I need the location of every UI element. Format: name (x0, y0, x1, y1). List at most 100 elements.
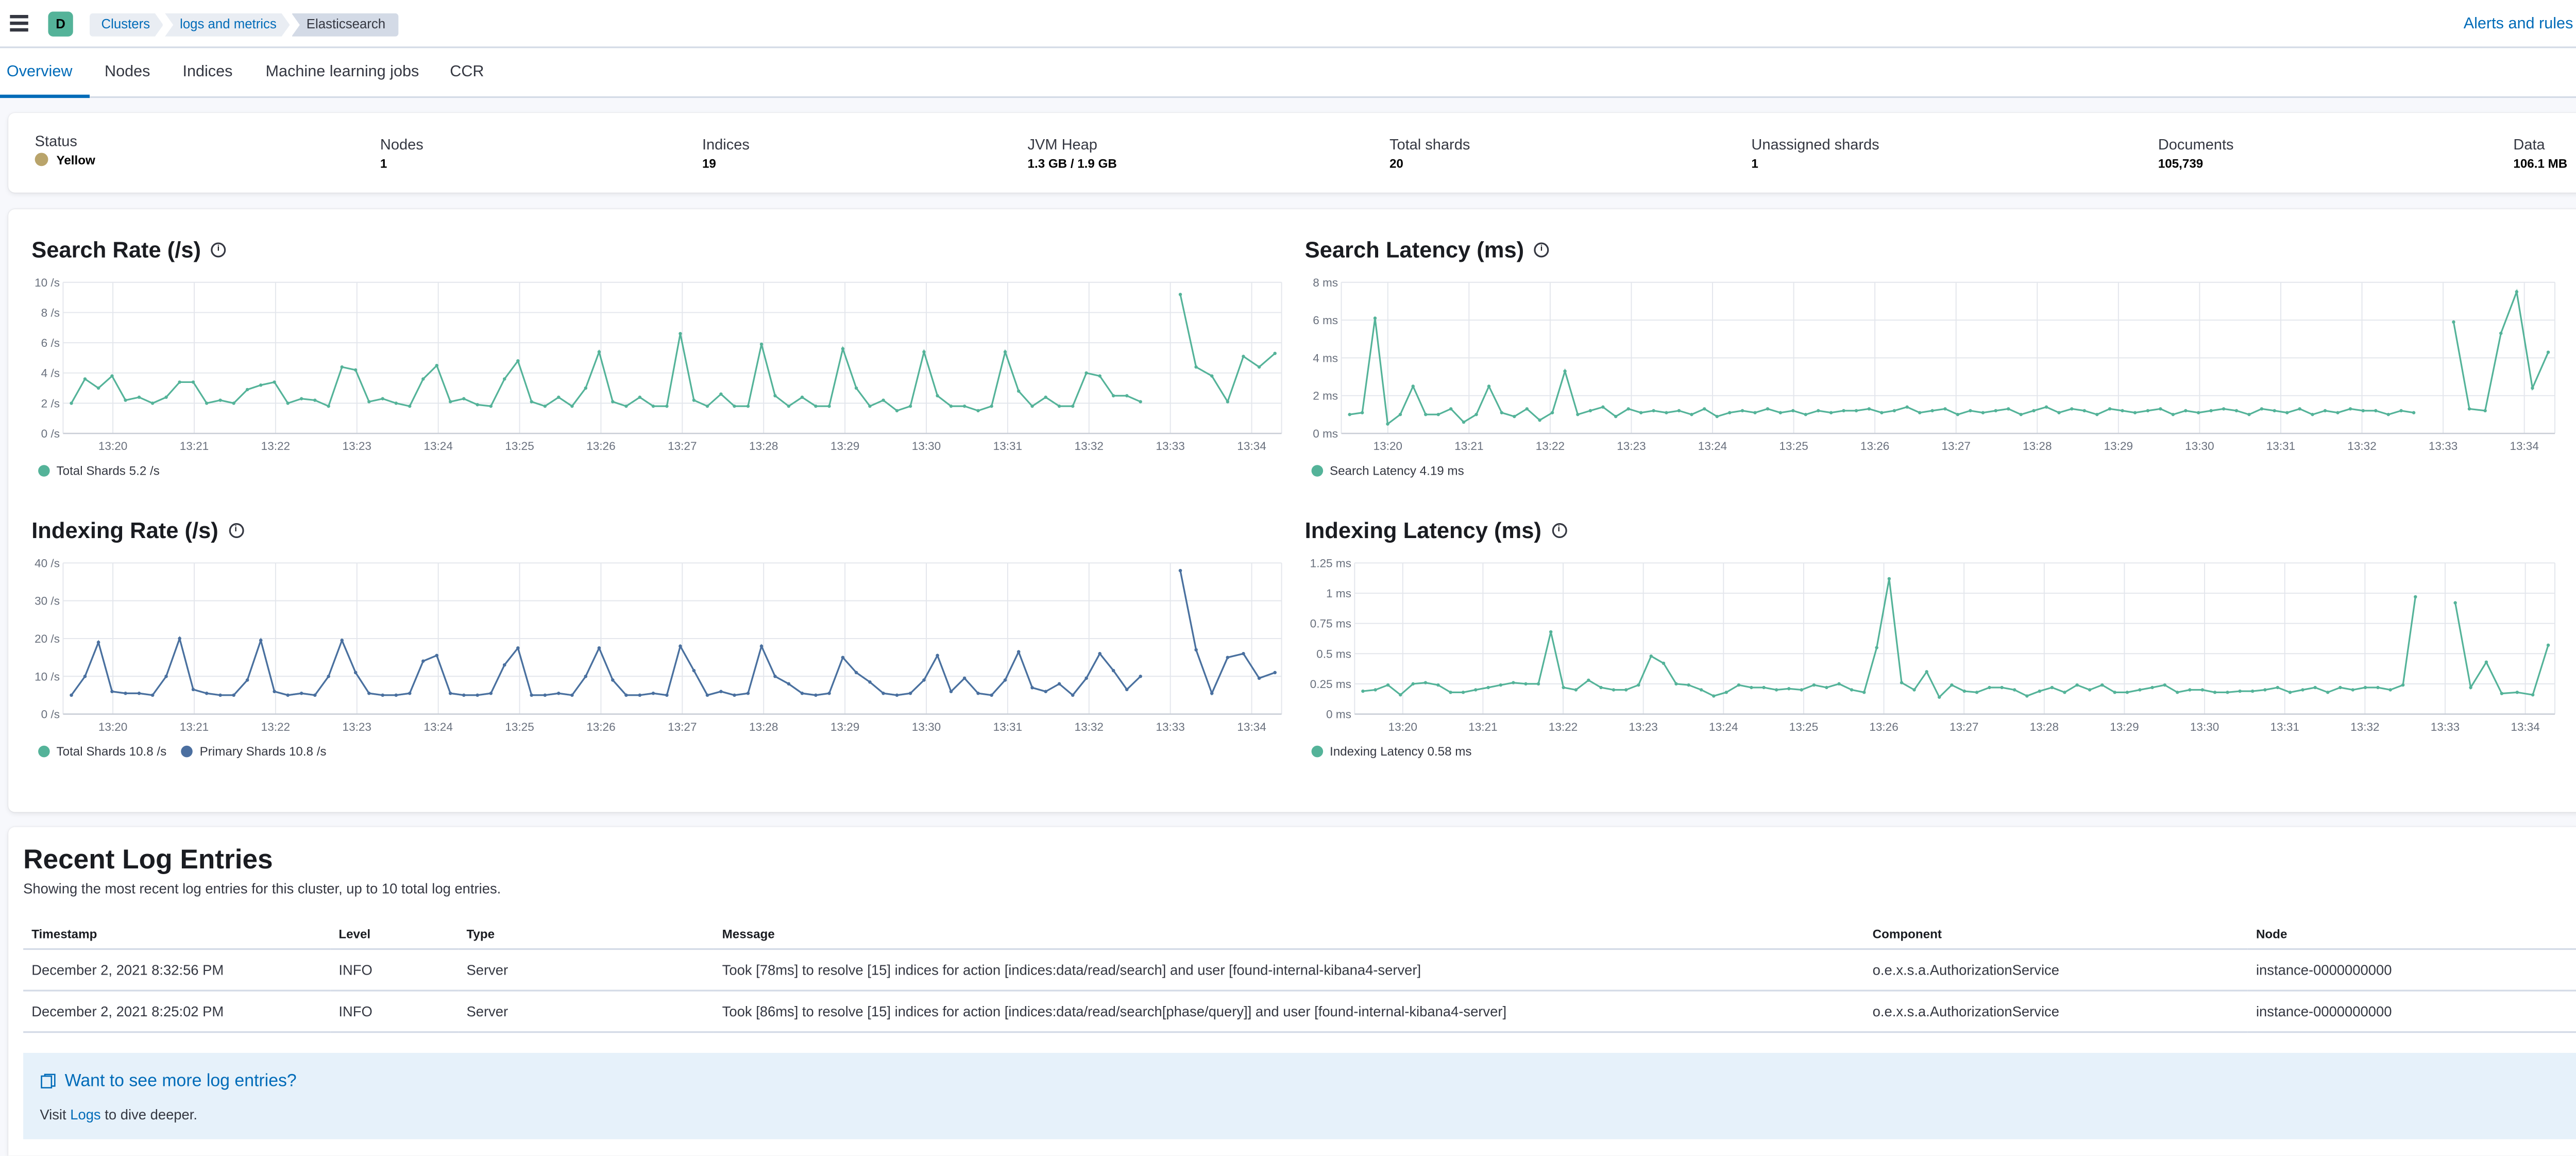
data-point (408, 692, 412, 695)
top-header: D Clusters logs and metrics Elasticsearc… (0, 0, 2576, 48)
tab-machine-learning-jobs[interactable]: Machine learning jobs (265, 63, 419, 81)
data-point (1626, 407, 1630, 411)
data-point (218, 398, 222, 402)
tab-ccr[interactable]: CCR (450, 63, 484, 81)
legend-series-value: 4.19 ms (1419, 463, 1464, 478)
cluster-status-panel: Status Yellow Nodes 1 Indices 19 JVM Hea… (8, 113, 2576, 193)
legend-item[interactable]: Indexing Latency 0.58 ms (1311, 744, 1471, 759)
y-tick-label: 4 ms (1313, 351, 1338, 364)
legend-dot-icon (1311, 465, 1324, 477)
data-point (1829, 411, 1833, 414)
space-avatar[interactable]: D (48, 11, 73, 37)
info-icon[interactable]: i (228, 523, 244, 538)
tab-indices[interactable]: Indices (182, 63, 233, 81)
info-icon[interactable]: i (1551, 523, 1567, 538)
data-point (814, 693, 818, 697)
stat-jvm-heap-label: JVM Heap (1027, 136, 1097, 153)
data-point (1044, 395, 1047, 399)
data-point (259, 639, 263, 642)
data-point (2121, 409, 2124, 413)
col-message[interactable]: Message (714, 918, 1865, 950)
callout-suffix: to dive deeper. (105, 1105, 197, 1123)
data-point (1892, 409, 1896, 413)
data-point (2453, 601, 2457, 605)
data-point (1994, 409, 1997, 413)
data-point (746, 692, 750, 695)
data-point (2515, 290, 2519, 294)
data-point (1139, 400, 1142, 404)
data-point (692, 668, 696, 673)
breadcrumb-cluster[interactable]: logs and metrics (165, 13, 290, 37)
legend-item[interactable]: Total Shards 10.8 /s (38, 744, 166, 759)
breadcrumb: Clusters logs and metrics Elasticsearch (90, 13, 400, 37)
x-tick-label: 13:20 (1374, 440, 1402, 453)
y-tick-label: 6 ms (1313, 314, 1338, 327)
col-level[interactable]: Level (330, 918, 459, 950)
data-point (1461, 691, 1465, 694)
stat-jvm-heap: JVM Heap 1.3 GB / 1.9 GB (1028, 136, 1117, 171)
data-point (1550, 411, 1554, 414)
data-point (2222, 407, 2226, 411)
data-point (2376, 685, 2380, 690)
legend-series-name: Total Shards (56, 463, 126, 478)
data-point (1649, 654, 1653, 658)
legend-item[interactable]: Search Latency 4.19 ms (1311, 463, 1464, 478)
data-point (1057, 682, 1061, 686)
x-tick-label: 13:21 (180, 721, 209, 733)
data-point (1662, 661, 1666, 665)
data-point (1677, 409, 1681, 413)
data-point (2484, 660, 2488, 664)
x-tick-label: 13:33 (2429, 440, 2458, 453)
data-point (1587, 678, 1590, 682)
data-point (759, 342, 764, 346)
data-point (273, 380, 276, 384)
data-point (435, 654, 438, 658)
col-node[interactable]: Node (2247, 918, 2576, 950)
data-point (96, 386, 100, 390)
data-point (1750, 685, 1753, 690)
col-component[interactable]: Component (1864, 918, 2248, 950)
col-type[interactable]: Type (458, 918, 714, 950)
data-point (191, 380, 195, 384)
data-point (1699, 688, 1703, 692)
logs-link[interactable]: Logs (70, 1105, 101, 1123)
data-point (1487, 384, 1491, 388)
stat-unassigned-shards-value: 1 (1751, 156, 1758, 171)
x-tick-label: 13:23 (343, 440, 371, 453)
data-point (1804, 413, 1808, 416)
data-point (2200, 688, 2205, 692)
breadcrumb-clusters[interactable]: Clusters (90, 13, 163, 37)
legend-item[interactable]: Total Shards 5.2 /s (38, 463, 160, 478)
x-tick-label: 13:24 (423, 721, 452, 733)
hamburger-menu-icon[interactable] (10, 14, 28, 31)
legend-item[interactable]: Primary Shards 10.8 /s (181, 744, 327, 759)
data-point (2063, 691, 2066, 694)
data-point (1842, 409, 1845, 413)
x-tick-label: 13:30 (2190, 721, 2219, 733)
search-latency-legend: Search Latency 4.19 ms (1311, 463, 1479, 478)
y-tick-label: 2 ms (1313, 390, 1338, 403)
x-tick-label: 13:29 (831, 440, 859, 453)
x-tick-label: 13:30 (912, 440, 941, 453)
data-point (2108, 407, 2112, 411)
data-point (1981, 411, 1985, 414)
data-point (1360, 411, 1364, 414)
alerts-and-rules-button[interactable]: Alerts and rules (2464, 15, 2576, 33)
data-point (882, 692, 885, 695)
tab-overview[interactable]: Overview (0, 48, 90, 98)
info-icon[interactable]: i (211, 242, 226, 258)
data-point (2298, 407, 2301, 411)
tab-nodes[interactable]: Nodes (104, 63, 150, 81)
data-point (327, 404, 330, 408)
data-point (245, 388, 249, 392)
stat-status: Status Yellow (35, 133, 95, 167)
x-tick-label: 13:31 (993, 721, 1022, 733)
info-icon[interactable]: i (1534, 242, 1549, 258)
data-point (1361, 689, 1365, 693)
stat-documents: Documents 105,739 (2158, 136, 2234, 171)
col-timestamp[interactable]: Timestamp (23, 918, 331, 950)
